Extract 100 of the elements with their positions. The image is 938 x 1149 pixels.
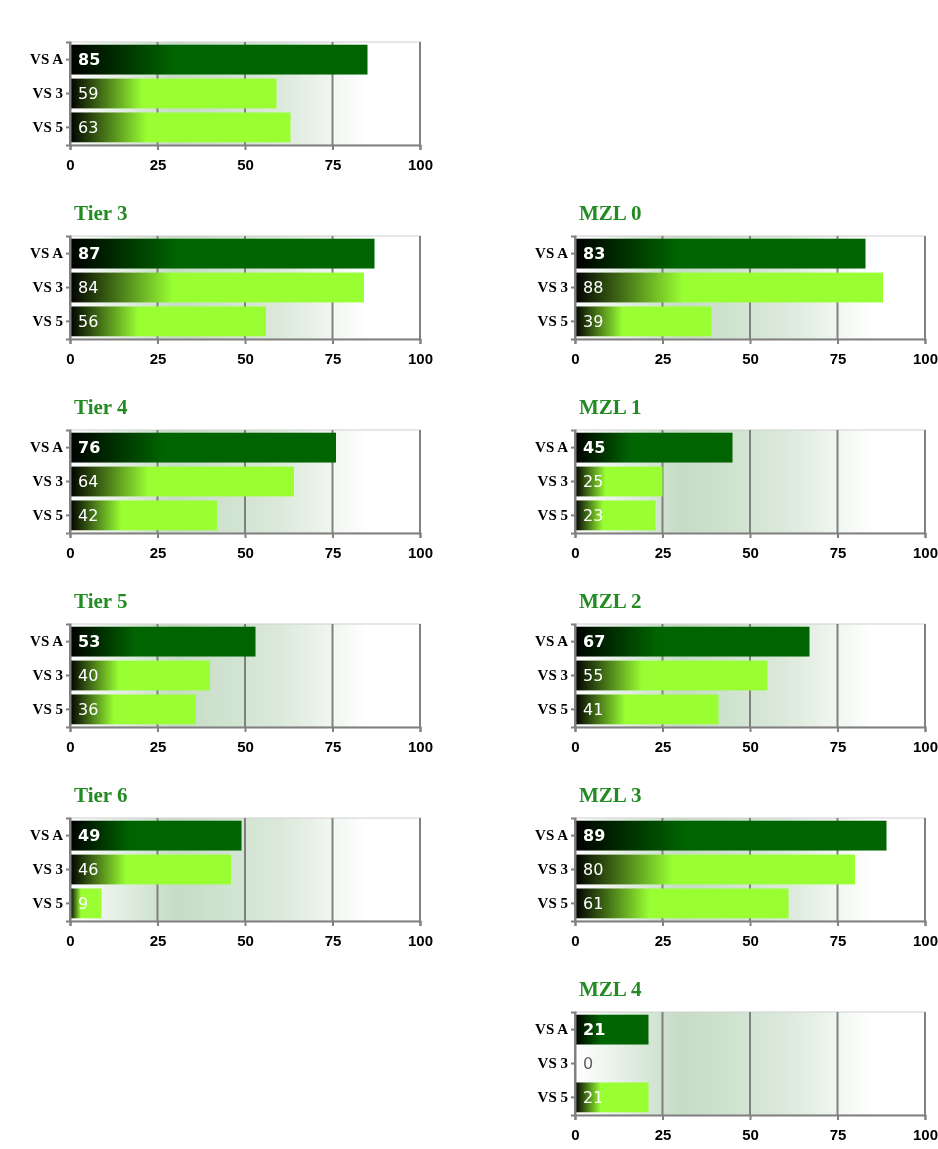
data-label: 41 <box>583 699 604 719</box>
x-tick-label: 75 <box>324 155 342 173</box>
data-label: 49 <box>78 826 101 846</box>
y-tick-label: VS 3 <box>537 1055 568 1072</box>
bar <box>70 854 231 885</box>
x-tick-label: 50 <box>742 543 759 561</box>
x-tick-label: 50 <box>237 737 254 755</box>
bar <box>70 466 294 497</box>
data-label: 84 <box>78 278 99 298</box>
data-label: 9 <box>78 893 89 913</box>
x-tick-label: 25 <box>654 349 672 367</box>
x-tick-label: 0 <box>571 1125 580 1143</box>
x-tick-label: 100 <box>912 931 938 949</box>
x-tick-label: 0 <box>571 737 580 755</box>
bar <box>70 112 291 143</box>
y-tick-label: VS 5 <box>32 119 63 136</box>
data-label: 23 <box>583 505 604 525</box>
chart-title: Tier 3 <box>74 201 128 225</box>
y-tick-label: VS A <box>30 633 64 650</box>
x-tick-label: 25 <box>149 737 167 755</box>
data-label: 88 <box>583 278 604 298</box>
y-tick-label: VS 5 <box>32 701 63 718</box>
bar <box>70 660 210 691</box>
bar <box>70 432 336 463</box>
x-tick-label: 100 <box>407 155 434 173</box>
y-tick-label: VS 3 <box>32 667 63 684</box>
x-tick-label: 25 <box>149 543 167 561</box>
data-label: 56 <box>78 311 99 331</box>
bar <box>575 272 883 303</box>
x-tick-label: 50 <box>742 737 759 755</box>
y-tick-label: VS A <box>535 633 569 650</box>
bar <box>575 432 733 463</box>
bar <box>70 78 277 109</box>
y-tick-label: VS A <box>535 245 569 262</box>
y-tick-label: VS 5 <box>537 1089 568 1106</box>
bar <box>575 820 887 851</box>
data-label: 67 <box>583 632 606 652</box>
x-tick-label: 25 <box>149 931 167 949</box>
x-tick-label: 0 <box>571 543 580 561</box>
x-tick-label: 0 <box>571 931 580 949</box>
bar <box>575 500 656 531</box>
x-tick-label: 75 <box>829 1125 847 1143</box>
bar <box>70 694 196 725</box>
x-tick-label: 75 <box>324 931 342 949</box>
data-label: 55 <box>583 666 604 686</box>
data-label: 53 <box>78 632 101 652</box>
x-tick-label: 25 <box>149 155 167 173</box>
y-tick-label: VS A <box>535 827 569 844</box>
data-label: 21 <box>583 1020 606 1040</box>
bar <box>70 238 375 269</box>
y-tick-label: VS A <box>535 1021 569 1038</box>
data-label: 63 <box>78 117 99 137</box>
y-tick-label: VS A <box>535 439 569 456</box>
x-tick-label: 0 <box>66 349 75 367</box>
chart-title: MZL 1 <box>579 395 642 419</box>
x-tick-label: 0 <box>66 931 75 949</box>
data-label: 87 <box>78 244 101 264</box>
x-tick-label: 50 <box>237 349 254 367</box>
chart-title: MZL 0 <box>579 201 642 225</box>
y-tick-label: VS 3 <box>537 667 568 684</box>
y-tick-label: VS 5 <box>32 313 63 330</box>
y-tick-label: VS 5 <box>537 313 568 330</box>
data-label: 61 <box>583 893 604 913</box>
bar <box>575 466 663 497</box>
x-tick-label: 25 <box>654 931 672 949</box>
x-tick-label: 75 <box>324 349 342 367</box>
data-label: 25 <box>583 472 604 492</box>
bar <box>575 854 855 885</box>
data-label: 39 <box>583 311 604 331</box>
y-tick-label: VS A <box>30 51 64 68</box>
x-tick-label: 25 <box>149 349 167 367</box>
x-tick-label: 100 <box>912 737 938 755</box>
x-tick-label: 75 <box>829 349 847 367</box>
x-tick-label: 75 <box>324 737 342 755</box>
bar <box>575 694 719 725</box>
bar <box>70 306 266 337</box>
x-tick-label: 50 <box>742 349 759 367</box>
data-label: 80 <box>583 860 604 880</box>
data-label: 89 <box>583 826 606 846</box>
x-tick-label: 75 <box>324 543 342 561</box>
data-label: 83 <box>583 244 606 264</box>
y-tick-label: VS A <box>30 827 64 844</box>
y-tick-label: VS 5 <box>32 895 63 912</box>
bar <box>70 820 242 851</box>
x-tick-label: 50 <box>237 543 254 561</box>
data-label: 40 <box>78 666 99 686</box>
chart-title: Tier 5 <box>74 589 128 613</box>
bar <box>575 306 712 337</box>
data-label: 42 <box>78 505 99 525</box>
x-tick-label: 100 <box>912 543 938 561</box>
y-tick-label: VS 3 <box>32 279 63 296</box>
y-tick-label: VS 3 <box>537 279 568 296</box>
y-tick-label: VS 5 <box>537 507 568 524</box>
data-label: 64 <box>78 472 99 492</box>
data-label: 36 <box>78 699 99 719</box>
x-tick-label: 75 <box>829 543 847 561</box>
x-tick-label: 100 <box>407 737 434 755</box>
bar <box>575 660 768 691</box>
x-tick-label: 50 <box>237 931 254 949</box>
data-label: 59 <box>78 84 99 104</box>
